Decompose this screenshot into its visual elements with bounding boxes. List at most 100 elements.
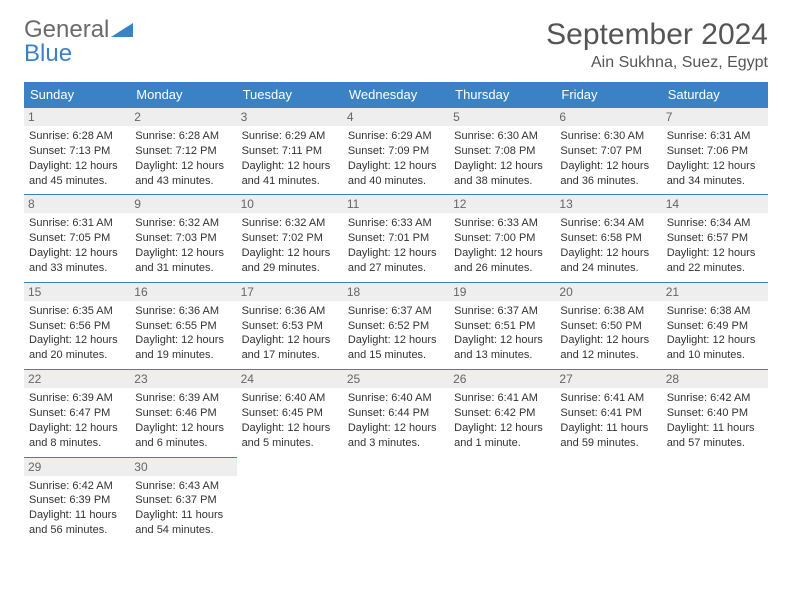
daylight2-text: and 5 minutes. bbox=[242, 436, 338, 451]
sunset-text: Sunset: 6:40 PM bbox=[667, 406, 763, 421]
sunset-text: Sunset: 6:44 PM bbox=[348, 406, 444, 421]
day-number: 23 bbox=[130, 370, 236, 388]
sunrise-text: Sunrise: 6:33 AM bbox=[348, 216, 444, 231]
daylight2-text: and 43 minutes. bbox=[135, 174, 231, 189]
day-header: Wednesday bbox=[343, 82, 449, 108]
daylight1-text: Daylight: 12 hours bbox=[29, 246, 125, 261]
sunset-text: Sunset: 6:46 PM bbox=[135, 406, 231, 421]
day-number: 28 bbox=[662, 370, 768, 388]
logo-word1: General bbox=[24, 16, 109, 43]
daylight2-text: and 8 minutes. bbox=[29, 436, 125, 451]
day-header: Thursday bbox=[449, 82, 555, 108]
daylight2-text: and 38 minutes. bbox=[454, 174, 550, 189]
day-number: 19 bbox=[449, 283, 555, 301]
day-header: Sunday bbox=[24, 82, 130, 108]
sunrise-text: Sunrise: 6:29 AM bbox=[348, 129, 444, 144]
sunset-text: Sunset: 7:03 PM bbox=[135, 231, 231, 246]
sunrise-text: Sunrise: 6:35 AM bbox=[29, 304, 125, 319]
daylight2-text: and 54 minutes. bbox=[135, 523, 231, 538]
logo: General Blue bbox=[24, 18, 133, 66]
daylight1-text: Daylight: 12 hours bbox=[242, 333, 338, 348]
day-number: 12 bbox=[449, 195, 555, 213]
daylight2-text: and 15 minutes. bbox=[348, 348, 444, 363]
daylight2-text: and 40 minutes. bbox=[348, 174, 444, 189]
daylight1-text: Daylight: 12 hours bbox=[348, 246, 444, 261]
calendar-day-cell: 12Sunrise: 6:33 AMSunset: 7:00 PMDayligh… bbox=[449, 195, 555, 282]
day-header: Tuesday bbox=[237, 82, 343, 108]
daylight1-text: Daylight: 11 hours bbox=[135, 508, 231, 523]
calendar-day-cell: 21Sunrise: 6:38 AMSunset: 6:49 PMDayligh… bbox=[662, 282, 768, 369]
daylight1-text: Daylight: 12 hours bbox=[242, 421, 338, 436]
daylight1-text: Daylight: 12 hours bbox=[667, 246, 763, 261]
calendar-day-cell: 3Sunrise: 6:29 AMSunset: 7:11 PMDaylight… bbox=[237, 108, 343, 195]
daylight2-text: and 6 minutes. bbox=[135, 436, 231, 451]
title-block: September 2024 Ain Sukhna, Suez, Egypt bbox=[546, 18, 768, 72]
daylight2-text: and 45 minutes. bbox=[29, 174, 125, 189]
daylight2-text: and 27 minutes. bbox=[348, 261, 444, 276]
day-number: 18 bbox=[343, 283, 449, 301]
calendar-day-cell: 26Sunrise: 6:41 AMSunset: 6:42 PMDayligh… bbox=[449, 370, 555, 457]
sunset-text: Sunset: 6:37 PM bbox=[135, 493, 231, 508]
calendar-body: 1Sunrise: 6:28 AMSunset: 7:13 PMDaylight… bbox=[24, 108, 768, 544]
calendar-day-cell: 29Sunrise: 6:42 AMSunset: 6:39 PMDayligh… bbox=[24, 457, 130, 544]
calendar-day-cell: 23Sunrise: 6:39 AMSunset: 6:46 PMDayligh… bbox=[130, 370, 236, 457]
sunrise-text: Sunrise: 6:36 AM bbox=[135, 304, 231, 319]
calendar-empty-cell bbox=[662, 457, 768, 544]
daylight1-text: Daylight: 12 hours bbox=[560, 159, 656, 174]
calendar-day-cell: 25Sunrise: 6:40 AMSunset: 6:44 PMDayligh… bbox=[343, 370, 449, 457]
calendar-week-row: 29Sunrise: 6:42 AMSunset: 6:39 PMDayligh… bbox=[24, 457, 768, 544]
calendar-day-cell: 24 Sunrise: 6:40 AMSunset: 6:45 PMDayligh… bbox=[237, 370, 343, 457]
sunset-text: Sunset: 7:12 PM bbox=[135, 144, 231, 159]
sunset-text: Sunset: 7:11 PM bbox=[242, 144, 338, 159]
logo-word2: Blue bbox=[24, 40, 72, 67]
header: General Blue September 2024 Ain Sukhna, … bbox=[24, 18, 768, 72]
daylight1-text: Daylight: 12 hours bbox=[135, 159, 231, 174]
day-number: 21 bbox=[662, 283, 768, 301]
calendar-day-cell: 6Sunrise: 6:30 AMSunset: 7:07 PMDaylight… bbox=[555, 108, 661, 195]
day-number: 8 bbox=[24, 195, 130, 213]
calendar-day-cell: 8Sunrise: 6:31 AMSunset: 7:05 PMDaylight… bbox=[24, 195, 130, 282]
daylight1-text: Daylight: 12 hours bbox=[135, 333, 231, 348]
calendar-week-row: 15 Sunrise: 6:35 AMSunset: 6:56 PM Dayligh… bbox=[24, 282, 768, 369]
daylight2-text: and 17 minutes. bbox=[242, 348, 338, 363]
sunrise-text: Sunrise: 6:28 AM bbox=[29, 129, 125, 144]
daylight1-text: Daylight: 12 hours bbox=[29, 421, 125, 436]
day-number: 24 bbox=[237, 370, 343, 388]
daylight2-text: and 34 minutes. bbox=[667, 174, 763, 189]
daylight1-text: Daylight: 12 hours bbox=[29, 159, 125, 174]
calendar-day-cell: 14Sunrise: 6:34 AMSunset: 6:57 PMDayligh… bbox=[662, 195, 768, 282]
daylight1-text: Daylight: 11 hours bbox=[667, 421, 763, 436]
sunrise-text: Sunrise: 6:40 AM bbox=[348, 391, 444, 406]
sunrise-text: Sunrise: 6:40 AM bbox=[242, 391, 338, 406]
sunrise-text: Sunrise: 6:38 AM bbox=[667, 304, 763, 319]
sunset-text: Sunset: 6:45 PM bbox=[242, 406, 338, 421]
day-number: 16 bbox=[130, 283, 236, 301]
calendar-day-cell: 16Sunrise: 6:36 AMSunset: 6:55 PMDayligh… bbox=[130, 282, 236, 369]
day-number: 17 bbox=[237, 283, 343, 301]
sunset-text: Sunset: 6:52 PM bbox=[348, 319, 444, 334]
sunrise-text: Sunrise: 6:43 AM bbox=[135, 479, 231, 494]
sunset-text: Sunset: 6:57 PM bbox=[667, 231, 763, 246]
sunset-text: Sunset: 7:02 PM bbox=[242, 231, 338, 246]
calendar-day-cell: 5Sunrise: 6:30 AMSunset: 7:08 PMDaylight… bbox=[449, 108, 555, 195]
daylight2-text: and 13 minutes. bbox=[454, 348, 550, 363]
location-text: Ain Sukhna, Suez, Egypt bbox=[546, 54, 768, 72]
daylight1-text: Daylight: 12 hours bbox=[242, 246, 338, 261]
day-header: Friday bbox=[555, 82, 661, 108]
daylight1-text: Daylight: 12 hours bbox=[454, 246, 550, 261]
daylight2-text: and 10 minutes. bbox=[667, 348, 763, 363]
sunset-text: Sunset: 7:07 PM bbox=[560, 144, 656, 159]
calendar-day-cell: 18Sunrise: 6:37 AMSunset: 6:52 PMDayligh… bbox=[343, 282, 449, 369]
calendar-empty-cell bbox=[555, 457, 661, 544]
sunset-text: Sunset: 6:56 PM bbox=[29, 319, 125, 334]
calendar-empty-cell bbox=[343, 457, 449, 544]
day-number: 15 bbox=[24, 283, 130, 301]
daylight1-text: Daylight: 12 hours bbox=[667, 333, 763, 348]
calendar-day-cell: 4Sunrise: 6:29 AMSunset: 7:09 PMDaylight… bbox=[343, 108, 449, 195]
daylight2-text: and 24 minutes. bbox=[560, 261, 656, 276]
daylight1-text: Daylight: 11 hours bbox=[29, 508, 125, 523]
day-number: 30 bbox=[130, 458, 236, 476]
daylight2-text: and 41 minutes. bbox=[242, 174, 338, 189]
sunrise-text: Sunrise: 6:30 AM bbox=[560, 129, 656, 144]
daylight1-text: Daylight: 12 hours bbox=[454, 333, 550, 348]
